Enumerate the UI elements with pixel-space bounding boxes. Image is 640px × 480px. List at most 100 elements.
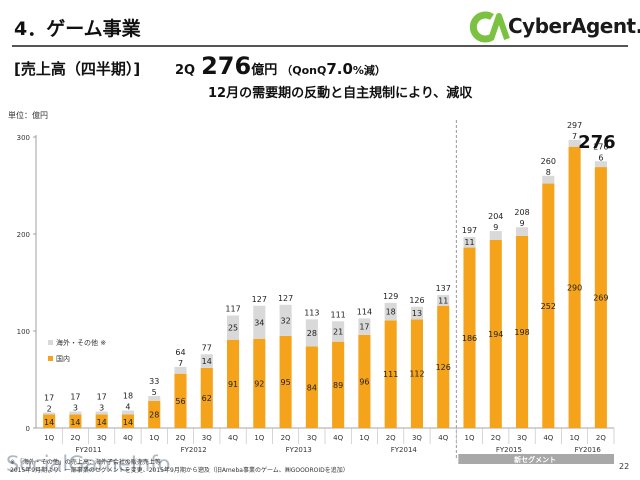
x-tick-label: 3Q <box>97 434 107 442</box>
label-domestic: 198 <box>514 328 529 337</box>
headline-quarter: 2Q <box>175 63 196 78</box>
bar-overseas <box>43 412 56 415</box>
bar-overseas <box>437 295 450 306</box>
bar-overseas <box>489 231 502 240</box>
logo-text: CyberAgent. <box>508 14 640 38</box>
label-overseas: 6 <box>598 153 603 162</box>
label-total: 260 <box>541 157 556 166</box>
label-overseas: 7 <box>178 359 183 368</box>
bar-overseas <box>200 354 213 368</box>
x-tick-label: 1Q <box>465 434 475 442</box>
label-overseas: 9 <box>493 223 498 232</box>
label-domestic: 269 <box>593 294 608 303</box>
label-domestic: 28 <box>149 410 159 419</box>
label-domestic: 91 <box>228 380 238 389</box>
label-total: 204 <box>488 212 503 221</box>
label-overseas: 25 <box>228 324 238 333</box>
bar-domestic <box>148 400 161 428</box>
x-tick-label: 4Q <box>438 434 448 442</box>
fiscal-year-label: FY2013 <box>286 446 312 454</box>
y-tick-label: 100 <box>17 328 30 336</box>
label-total: 276 <box>593 142 608 151</box>
bar-overseas <box>95 411 108 415</box>
label-total: 129 <box>383 292 398 301</box>
label-domestic: 186 <box>462 334 477 343</box>
label-domestic: 111 <box>383 370 398 379</box>
label-domestic: 194 <box>488 330 503 339</box>
headline-qonq-label: （QonQ <box>281 64 327 77</box>
bar-domestic <box>121 414 134 428</box>
fiscal-year-label: FY2011 <box>75 446 101 454</box>
label-total: 197 <box>462 226 477 235</box>
label-total: 127 <box>278 294 293 303</box>
x-tick-label: 1Q <box>149 434 159 442</box>
label-domestic: 112 <box>409 370 424 379</box>
label-total: 117 <box>225 304 240 313</box>
label-overseas: 3 <box>99 404 104 413</box>
bar-domestic <box>200 367 213 428</box>
x-tick-label: 4Q <box>543 434 553 442</box>
x-tick-label: 2Q <box>491 434 501 442</box>
label-overseas: 4 <box>125 403 130 412</box>
x-tick-label: 1Q <box>359 434 369 442</box>
x-tick-label: 2Q <box>386 434 396 442</box>
headline-value: 276 <box>201 52 252 80</box>
bar-overseas <box>410 306 423 320</box>
bar-domestic <box>305 346 318 428</box>
label-overseas: 8 <box>546 168 551 177</box>
fiscal-year-label: FY2015 <box>496 446 522 454</box>
bar-overseas <box>121 410 134 415</box>
bar-overseas <box>516 227 529 236</box>
x-tick-label: 3Q <box>307 434 317 442</box>
unit-label: 単位：億円 <box>8 111 48 120</box>
bar-domestic <box>463 247 476 428</box>
label-overseas: 11 <box>464 238 474 247</box>
label-total: 18 <box>123 392 133 401</box>
title-divider <box>12 45 628 47</box>
fiscal-year-label: FY2014 <box>391 446 418 454</box>
bar-domestic <box>568 146 581 428</box>
page-title: 4．ゲーム事業 <box>14 18 141 40</box>
label-overseas: 9 <box>519 219 524 228</box>
bar-domestic <box>516 235 529 428</box>
section-label: [売上高（四半期）] <box>14 60 141 78</box>
label-domestic: 89 <box>333 381 343 390</box>
label-domestic: 252 <box>541 302 556 311</box>
label-domestic: 84 <box>307 383 317 392</box>
label-overseas: 18 <box>386 308 396 317</box>
label-overseas: 32 <box>280 316 290 325</box>
footnotes: ※ 「海外・その他」の売上高：海外子会社の販売売上等 2015年9月期より、一部… <box>10 459 349 475</box>
headline: 2Q 276億円 （QonQ7.0%減） <box>175 52 386 80</box>
label-overseas: 17 <box>359 323 369 332</box>
y-tick-label: 0 <box>26 425 30 433</box>
bar-overseas <box>227 315 240 340</box>
label-overseas: 13 <box>412 309 422 318</box>
x-tick-label: 2Q <box>596 434 606 442</box>
bar-domestic <box>437 305 450 428</box>
legend-swatch-overseas <box>48 340 53 345</box>
bar-overseas <box>69 411 82 415</box>
x-tick-label: 3Q <box>517 434 527 442</box>
label-overseas: 34 <box>254 318 264 327</box>
bar-overseas <box>594 161 607 168</box>
x-tick-label: 4Q <box>123 434 133 442</box>
bar-overseas <box>332 321 345 342</box>
y-tick-label: 200 <box>17 231 30 239</box>
label-total: 111 <box>330 310 345 319</box>
label-domestic: 56 <box>175 397 185 406</box>
label-total: 33 <box>149 377 159 386</box>
label-overseas: 2 <box>47 404 52 413</box>
label-domestic: 96 <box>359 377 369 386</box>
cyberagent-logo <box>469 11 510 43</box>
bar-overseas <box>148 395 161 401</box>
bar-domestic <box>410 319 423 428</box>
legend-swatch-domestic <box>48 356 53 361</box>
x-tick-label: 1Q <box>44 434 54 442</box>
label-domestic: 290 <box>567 283 582 292</box>
bar-domestic <box>95 414 108 428</box>
bar-overseas <box>463 236 476 248</box>
label-domestic: 126 <box>436 363 451 372</box>
label-overseas: 3 <box>73 404 78 413</box>
label-total: 17 <box>97 393 107 402</box>
label-domestic: 92 <box>254 379 264 388</box>
